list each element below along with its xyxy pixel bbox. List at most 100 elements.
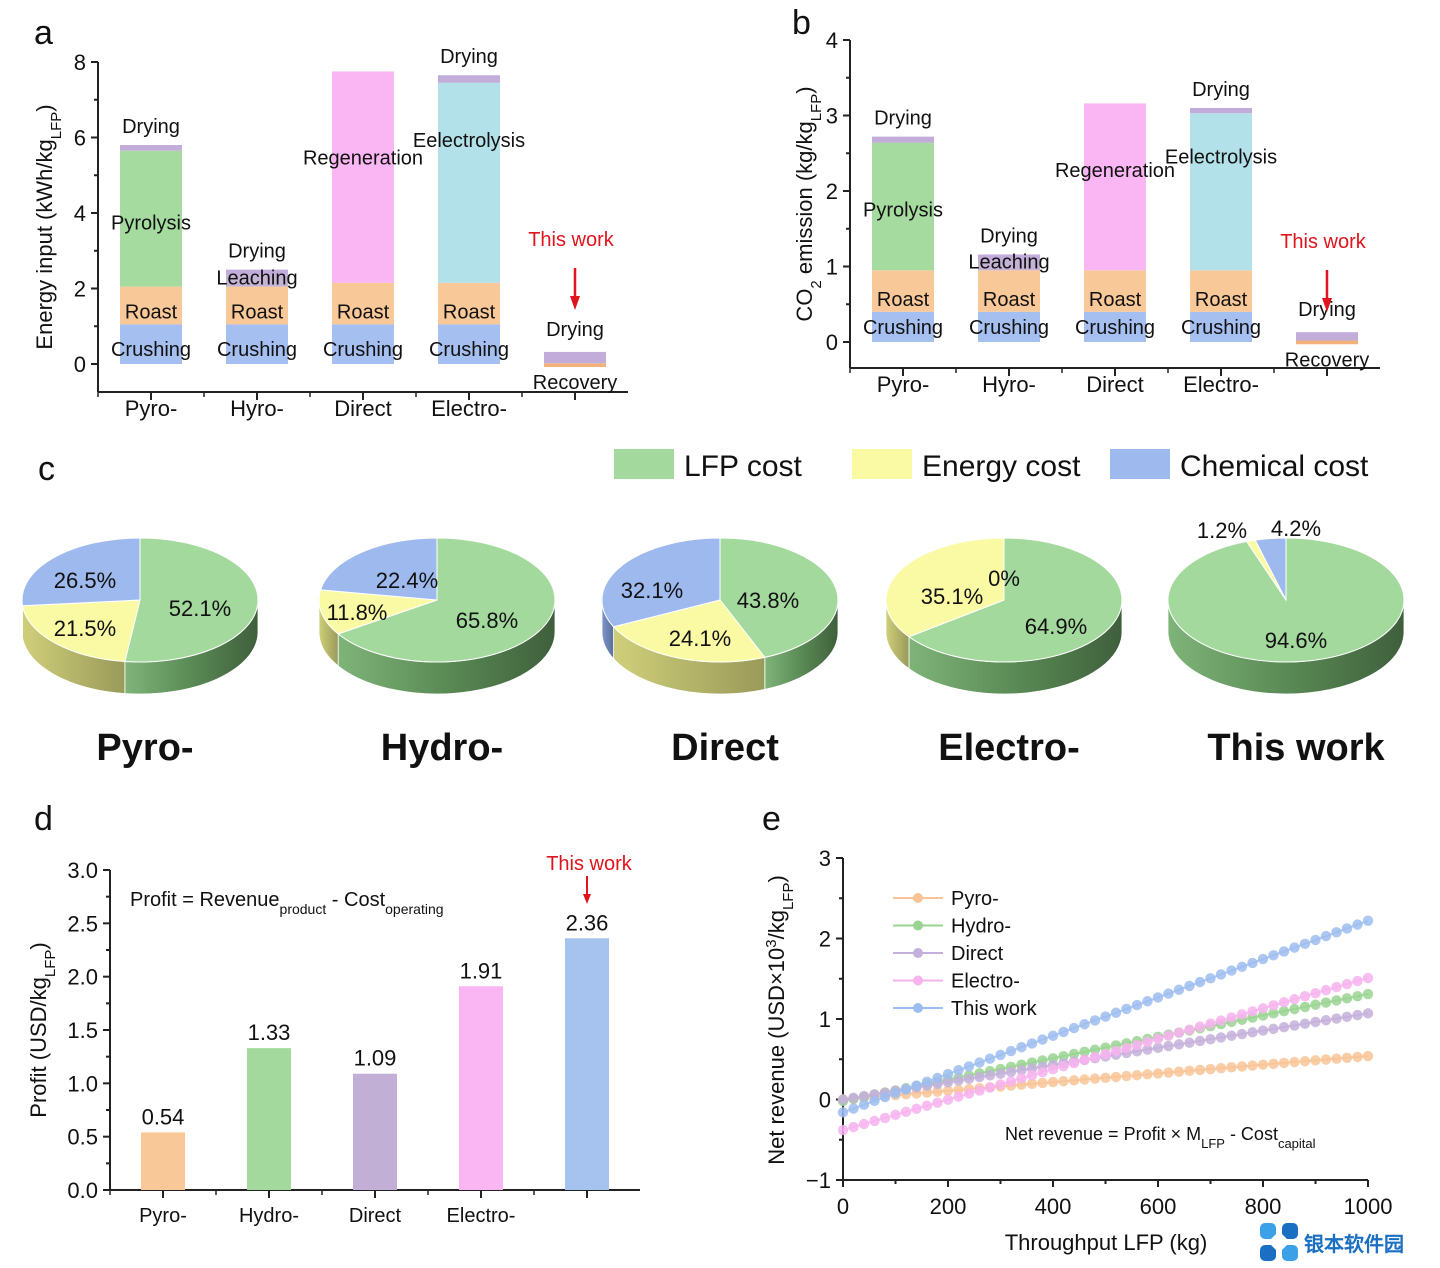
data-point [1215, 1063, 1227, 1074]
data-point [1289, 1003, 1300, 1015]
data-point [1142, 996, 1153, 1007]
y-tick-label: 1 [819, 1007, 831, 1032]
data-point [1089, 1073, 1101, 1084]
data-point [1362, 972, 1374, 984]
data-point [1005, 1066, 1017, 1078]
data-point [1184, 1037, 1195, 1048]
data-point [1278, 1057, 1290, 1069]
segment-label: Eelectrolysis [413, 130, 525, 152]
pie-slice-chemical-cost [319, 537, 438, 601]
data-point [1184, 1024, 1195, 1035]
segment-label: Crushing [1075, 317, 1155, 339]
data-point [1362, 1050, 1374, 1062]
stacked-bar [1084, 103, 1146, 342]
legend-marker [913, 893, 923, 903]
stacked-bar [544, 351, 606, 368]
net-revenue-formula: Net revenue = Profit × MLFP - Costcapita… [1005, 1124, 1316, 1151]
bar-segment-leaching [978, 260, 1040, 271]
y-tick-label: 2 [74, 277, 86, 302]
data-point [1016, 1042, 1027, 1053]
bar-segment-roast [872, 270, 934, 312]
bar-segment-regeneration [1084, 103, 1146, 271]
segment-label: Drying [980, 225, 1038, 247]
segment-label: Drying [122, 116, 180, 138]
data-point [1341, 993, 1353, 1004]
data-point [1320, 1054, 1332, 1065]
legend-label: This work [951, 998, 1038, 1020]
segment-label: Drying [546, 319, 604, 341]
data-point [900, 1084, 912, 1095]
segment-label: Drying [874, 108, 932, 130]
data-point [1026, 1038, 1038, 1049]
data-point [837, 1124, 849, 1136]
bar-segment-eelectrolysis [438, 82, 500, 283]
data-point [1121, 1042, 1132, 1054]
data-point [1016, 1073, 1027, 1084]
x-tick-label: Electro- [1183, 372, 1259, 397]
data-point [1100, 1072, 1111, 1083]
data-point [953, 1091, 964, 1102]
data-point [1037, 1077, 1048, 1089]
data-point [1299, 938, 1311, 949]
y-tick-label: 0 [826, 330, 838, 355]
segment-label: Roast [125, 301, 178, 323]
data-point [1152, 1068, 1164, 1079]
segment-label: Crushing [1181, 317, 1261, 339]
profit-bar [459, 986, 503, 1190]
panel-letter-e: e [762, 800, 781, 838]
pie-slice-chemical-cost [21, 537, 141, 607]
data-point [1026, 1070, 1038, 1081]
data-point [984, 1070, 996, 1081]
data-point [1184, 980, 1195, 992]
x-tick-label: 400 [1035, 1194, 1072, 1219]
panel-letter-c: c [38, 450, 55, 488]
data-point [1058, 1076, 1069, 1087]
data-point [974, 1071, 985, 1083]
data-point [1331, 1053, 1342, 1064]
data-point [1131, 1069, 1143, 1081]
data-point [1194, 1021, 1206, 1032]
bar-segment-crushing [1190, 311, 1252, 342]
panel-letter-a: a [34, 14, 53, 52]
x-tick-label: Pyro- [877, 372, 930, 397]
data-point [1289, 1020, 1300, 1031]
data-point [1352, 1009, 1363, 1021]
data-point [1352, 990, 1363, 1002]
x-tick-label: Hydro- [239, 1205, 299, 1227]
panel-letter-b: b [792, 4, 811, 42]
segment-label: Roast [983, 289, 1036, 311]
panel-letter-d: d [34, 800, 53, 838]
pie-slice-lfp-cost [124, 537, 259, 663]
data-point [848, 1092, 859, 1103]
segment-label: Pyrolysis [111, 213, 191, 235]
data-point [1320, 930, 1332, 942]
bar-segment-crushing [332, 324, 394, 364]
y-tick-label: 4 [74, 201, 86, 226]
legend-label: Hydro- [951, 916, 1011, 938]
pie-value-label: 64.9% [1025, 614, 1087, 639]
annotation-arrow-head [1322, 298, 1332, 312]
pie-slice-lfp-cost [337, 537, 556, 663]
data-point [1152, 1033, 1164, 1045]
segment-label: Crushing [969, 317, 1049, 339]
data-point [1068, 1075, 1080, 1086]
data-point [1299, 1018, 1311, 1029]
y-tick-label: 0 [819, 1088, 831, 1113]
bar-segment-crushing [978, 311, 1040, 342]
y-axis-title: Profit (USD/kgLFP) [26, 942, 59, 1117]
data-point [858, 1099, 870, 1110]
pie-value-label: 22.4% [376, 568, 438, 593]
stacked-bar [872, 136, 934, 342]
segment-label: Crushing [863, 317, 943, 339]
data-point [1110, 1071, 1122, 1083]
data-point [1079, 1019, 1090, 1030]
data-point [1058, 1060, 1069, 1072]
y-tick-label: 1.0 [67, 1071, 98, 1096]
pie-slice-energy-cost [318, 589, 438, 635]
pie-value-label: 35.1% [921, 584, 983, 609]
x-tick-label: Hyro- [230, 396, 284, 421]
legend-swatch [852, 449, 912, 479]
data-point [1257, 1025, 1269, 1036]
data-point [1194, 976, 1206, 988]
bar-segment-drying [226, 269, 288, 276]
